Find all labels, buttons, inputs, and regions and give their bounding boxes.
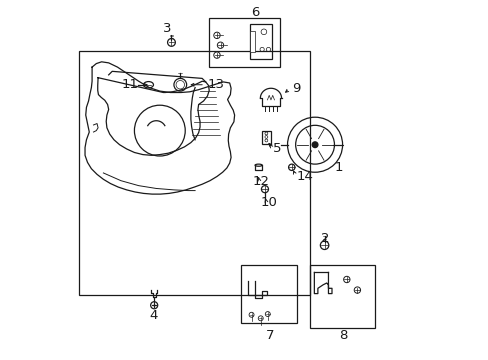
Text: 3: 3 [163,22,171,35]
Bar [79,51,310,294]
Text: 7: 7 [265,329,274,342]
Bar [262,131,270,144]
Text: 11: 11 [122,78,139,91]
Bar [309,265,374,328]
Bar [249,24,271,59]
Text: 13: 13 [207,78,224,91]
Text: 14: 14 [296,170,313,183]
Text: 10: 10 [260,197,277,210]
Text: 2: 2 [320,232,328,245]
Text: 12: 12 [252,175,269,188]
Text: 5: 5 [273,142,282,155]
Text: 9: 9 [291,82,300,95]
Text: 6: 6 [250,6,259,19]
Bar [241,265,297,323]
Circle shape [312,142,317,148]
Text: 8: 8 [338,329,347,342]
Bar [249,31,254,52]
Text: 1: 1 [334,161,342,174]
Bar [209,18,279,67]
Text: 4: 4 [149,309,157,322]
